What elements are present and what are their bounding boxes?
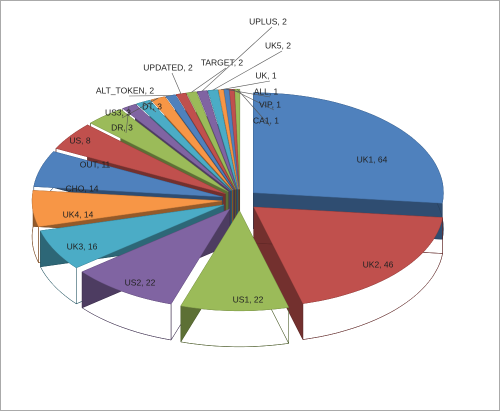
leader-line <box>212 50 283 91</box>
data-label: UK5, 2 <box>265 40 291 50</box>
data-label: DR, 3 <box>111 122 133 132</box>
data-label: UK3, 16 <box>67 241 98 251</box>
leader-line <box>142 101 157 113</box>
leader-line <box>231 89 275 111</box>
data-label: VIP, 1 <box>259 99 281 109</box>
data-label: US3, 3 <box>105 107 131 117</box>
slice <box>229 88 240 190</box>
slice <box>175 92 236 190</box>
slice <box>223 89 240 190</box>
data-label: US2, 22 <box>125 277 156 287</box>
data-label: TARGET, 2 <box>201 57 244 67</box>
slice <box>150 96 234 191</box>
slice <box>253 206 443 304</box>
data-label: UK1, 64 <box>357 154 388 164</box>
slice <box>81 208 231 305</box>
slice <box>40 204 225 269</box>
data-label: US, 8 <box>69 135 91 145</box>
leader-line <box>237 89 271 127</box>
slice <box>186 91 237 190</box>
slice <box>180 210 290 312</box>
data-label: UPDATED, 2 <box>143 62 193 72</box>
leader-line <box>125 106 130 134</box>
slice <box>165 94 235 190</box>
leader-line <box>226 89 271 98</box>
data-label: UPLUS, 2 <box>249 16 287 26</box>
data-label: ALT_TOKEN, 2 <box>96 85 155 95</box>
data-label: CHO, 14 <box>65 183 98 193</box>
data-label: CA1, 1 <box>253 115 279 125</box>
data-label: OUT, 11 <box>80 159 111 169</box>
data-label: UK2, 46 <box>363 259 394 269</box>
data-label: ALL, 1 <box>254 86 279 96</box>
slice <box>31 190 223 227</box>
slice-tops <box>31 88 444 312</box>
leader-line <box>171 72 182 94</box>
leader-line <box>121 97 159 119</box>
leader-line <box>201 26 273 92</box>
slice <box>89 109 229 193</box>
data-label: UK4, 14 <box>63 209 94 219</box>
slice <box>33 151 223 198</box>
slice <box>196 90 237 190</box>
data-label: DT, 3 <box>142 101 162 111</box>
data-label: UK, 1 <box>255 70 277 80</box>
slice <box>253 92 444 204</box>
data-label: US1, 22 <box>233 294 264 304</box>
slice <box>55 124 226 195</box>
leader-line <box>191 67 227 93</box>
leader-line <box>220 80 271 90</box>
labels: UK1, 64 UK2, 46 US1, 22 US2, 22 UK3, 16 UK4, … <box>63 16 394 304</box>
